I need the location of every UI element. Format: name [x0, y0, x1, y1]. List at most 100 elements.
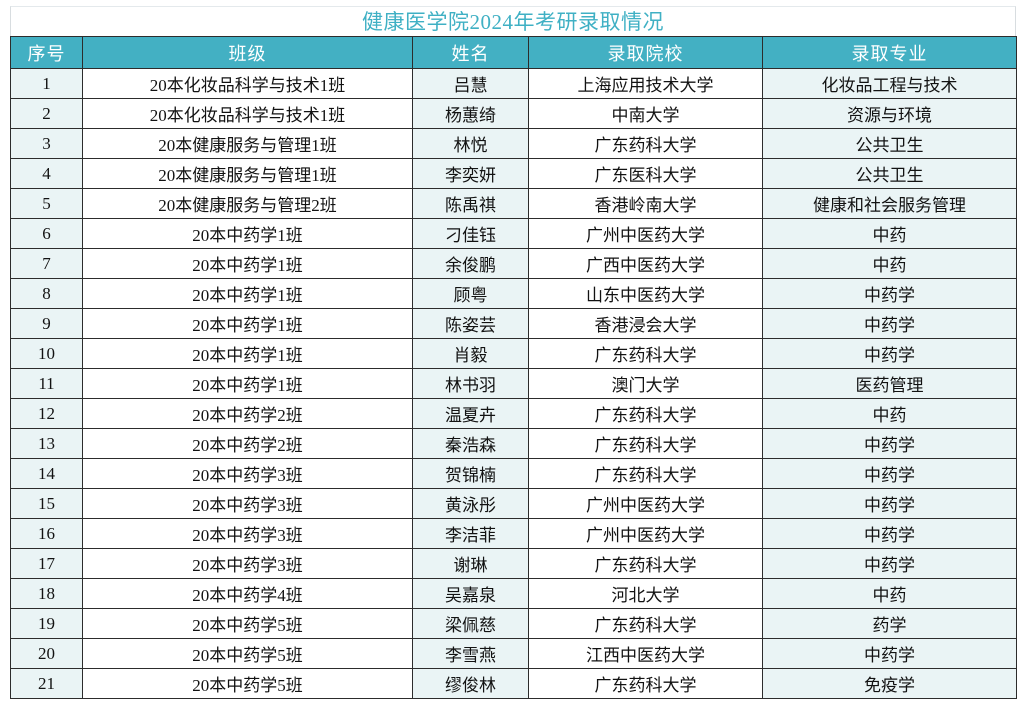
table-row[interactable]: 19 20本中药学5班 梁佩慈 广东药科大学 药学: [10, 608, 1017, 639]
cell-index[interactable]: 19: [10, 608, 83, 639]
cell-school[interactable]: 广州中医药大学: [528, 518, 763, 549]
cell-class[interactable]: 20本中药学5班: [82, 608, 413, 639]
cell-name[interactable]: 顾粤: [412, 278, 529, 309]
cell-index[interactable]: 11: [10, 368, 83, 399]
cell-class[interactable]: 20本中药学1班: [82, 278, 413, 309]
table-row[interactable]: 3 20本健康服务与管理1班 林悦 广东药科大学 公共卫生: [10, 128, 1017, 159]
cell-index[interactable]: 2: [10, 98, 83, 129]
cell-major[interactable]: 化妆品工程与技术: [762, 68, 1017, 99]
cell-major[interactable]: 药学: [762, 608, 1017, 639]
cell-index[interactable]: 18: [10, 578, 83, 609]
cell-index[interactable]: 7: [10, 248, 83, 279]
cell-name[interactable]: 肖毅: [412, 338, 529, 369]
cell-school[interactable]: 香港浸会大学: [528, 308, 763, 339]
cell-major[interactable]: 中药学: [762, 488, 1017, 519]
table-row[interactable]: 18 20本中药学4班 吴嘉泉 河北大学 中药: [10, 578, 1017, 609]
cell-major[interactable]: 中药学: [762, 638, 1017, 669]
table-row[interactable]: 14 20本中药学3班 贺锦楠 广东药科大学 中药学: [10, 458, 1017, 489]
cell-index[interactable]: 15: [10, 488, 83, 519]
column-header-name[interactable]: 姓名: [412, 36, 529, 69]
cell-major[interactable]: 中药学: [762, 428, 1017, 459]
table-row[interactable]: 20 20本中药学5班 李雪燕 江西中医药大学 中药学: [10, 638, 1017, 669]
table-row[interactable]: 4 20本健康服务与管理1班 李奕妍 广东医科大学 公共卫生: [10, 158, 1017, 189]
table-row[interactable]: 6 20本中药学1班 刁佳钰 广州中医药大学 中药: [10, 218, 1017, 249]
cell-index[interactable]: 20: [10, 638, 83, 669]
cell-name[interactable]: 李雪燕: [412, 638, 529, 669]
cell-class[interactable]: 20本健康服务与管理1班: [82, 158, 413, 189]
cell-name[interactable]: 秦浩森: [412, 428, 529, 459]
cell-school[interactable]: 广东药科大学: [528, 608, 763, 639]
cell-school[interactable]: 澳门大学: [528, 368, 763, 399]
table-row[interactable]: 11 20本中药学1班 林书羽 澳门大学 医药管理: [10, 368, 1017, 399]
cell-class[interactable]: 20本中药学1班: [82, 338, 413, 369]
cell-major[interactable]: 中药: [762, 218, 1017, 249]
cell-school[interactable]: 广东药科大学: [528, 458, 763, 489]
cell-major[interactable]: 中药学: [762, 338, 1017, 369]
cell-school[interactable]: 广东药科大学: [528, 338, 763, 369]
column-header-index[interactable]: 序号: [10, 36, 83, 69]
cell-class[interactable]: 20本中药学3班: [82, 488, 413, 519]
cell-school[interactable]: 山东中医药大学: [528, 278, 763, 309]
cell-name[interactable]: 余俊鹏: [412, 248, 529, 279]
cell-index[interactable]: 14: [10, 458, 83, 489]
column-header-major[interactable]: 录取专业: [762, 36, 1017, 69]
cell-school[interactable]: 广东药科大学: [528, 398, 763, 429]
table-row[interactable]: 16 20本中药学3班 李洁菲 广州中医药大学 中药学: [10, 518, 1017, 549]
cell-class[interactable]: 20本中药学4班: [82, 578, 413, 609]
cell-index[interactable]: 10: [10, 338, 83, 369]
cell-name[interactable]: 梁佩慈: [412, 608, 529, 639]
column-header-school[interactable]: 录取院校: [528, 36, 763, 69]
cell-class[interactable]: 20本中药学1班: [82, 248, 413, 279]
cell-major[interactable]: 中药: [762, 248, 1017, 279]
cell-major[interactable]: 中药学: [762, 308, 1017, 339]
cell-class[interactable]: 20本中药学1班: [82, 368, 413, 399]
cell-school[interactable]: 广东药科大学: [528, 428, 763, 459]
table-row[interactable]: 5 20本健康服务与管理2班 陈禹祺 香港岭南大学 健康和社会服务管理: [10, 188, 1017, 219]
cell-school[interactable]: 江西中医药大学: [528, 638, 763, 669]
table-row[interactable]: 2 20本化妆品科学与技术1班 杨蕙绮 中南大学 资源与环境: [10, 98, 1017, 129]
cell-name[interactable]: 温夏卉: [412, 398, 529, 429]
cell-major[interactable]: 医药管理: [762, 368, 1017, 399]
cell-major[interactable]: 资源与环境: [762, 98, 1017, 129]
cell-major[interactable]: 中药学: [762, 548, 1017, 579]
cell-major[interactable]: 中药学: [762, 278, 1017, 309]
cell-class[interactable]: 20本中药学3班: [82, 548, 413, 579]
cell-class[interactable]: 20本中药学1班: [82, 308, 413, 339]
cell-index[interactable]: 13: [10, 428, 83, 459]
cell-name[interactable]: 李洁菲: [412, 518, 529, 549]
cell-class[interactable]: 20本中药学2班: [82, 428, 413, 459]
cell-index[interactable]: 3: [10, 128, 83, 159]
cell-index[interactable]: 5: [10, 188, 83, 219]
cell-index[interactable]: 12: [10, 398, 83, 429]
cell-index[interactable]: 6: [10, 218, 83, 249]
cell-class[interactable]: 20本化妆品科学与技术1班: [82, 98, 413, 129]
cell-name[interactable]: 刁佳钰: [412, 218, 529, 249]
cell-class[interactable]: 20本中药学5班: [82, 638, 413, 669]
cell-name[interactable]: 林书羽: [412, 368, 529, 399]
table-row[interactable]: 9 20本中药学1班 陈姿芸 香港浸会大学 中药学: [10, 308, 1017, 339]
cell-class[interactable]: 20本中药学5班: [82, 668, 413, 699]
cell-name[interactable]: 贺锦楠: [412, 458, 529, 489]
table-row[interactable]: 7 20本中药学1班 余俊鹏 广西中医药大学 中药: [10, 248, 1017, 279]
cell-name[interactable]: 陈禹祺: [412, 188, 529, 219]
cell-class[interactable]: 20本中药学3班: [82, 518, 413, 549]
cell-major[interactable]: 免疫学: [762, 668, 1017, 699]
cell-name[interactable]: 杨蕙绮: [412, 98, 529, 129]
cell-name[interactable]: 谢琳: [412, 548, 529, 579]
cell-school[interactable]: 河北大学: [528, 578, 763, 609]
cell-major[interactable]: 公共卫生: [762, 128, 1017, 159]
cell-index[interactable]: 4: [10, 158, 83, 189]
cell-school[interactable]: 广西中医药大学: [528, 248, 763, 279]
cell-class[interactable]: 20本健康服务与管理2班: [82, 188, 413, 219]
table-row[interactable]: 10 20本中药学1班 肖毅 广东药科大学 中药学: [10, 338, 1017, 369]
cell-major[interactable]: 中药: [762, 398, 1017, 429]
cell-index[interactable]: 9: [10, 308, 83, 339]
cell-index[interactable]: 16: [10, 518, 83, 549]
cell-school[interactable]: 中南大学: [528, 98, 763, 129]
cell-name[interactable]: 缪俊林: [412, 668, 529, 699]
cell-name[interactable]: 黄泳彤: [412, 488, 529, 519]
table-row[interactable]: 12 20本中药学2班 温夏卉 广东药科大学 中药: [10, 398, 1017, 429]
cell-major[interactable]: 公共卫生: [762, 158, 1017, 189]
cell-major[interactable]: 中药学: [762, 518, 1017, 549]
cell-school[interactable]: 广东药科大学: [528, 548, 763, 579]
